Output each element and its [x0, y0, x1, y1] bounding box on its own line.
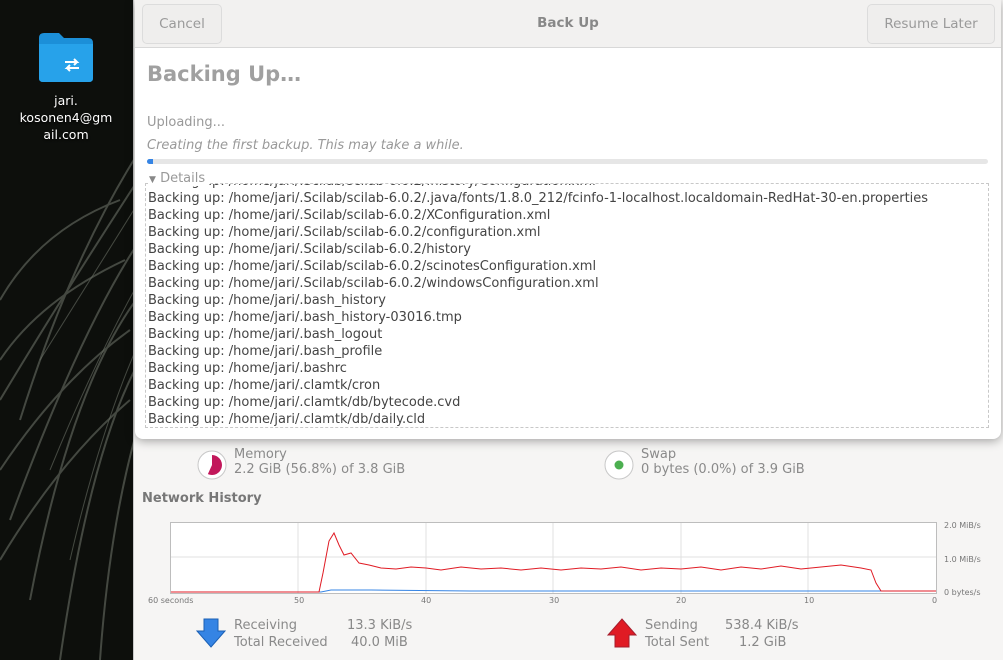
- desktop-icon-label: jari. kosonen4@gm ail.com: [16, 92, 116, 143]
- backup-progress-bar: [147, 159, 988, 164]
- backup-dialog: Cancel Back Up Resume Later Backing Up… …: [135, 0, 1001, 439]
- receiving-values: 13.3 KiB/s 40.0 MiB: [347, 617, 412, 651]
- log-entry: Backing up: /home/jari/.clamtk/db/byteco…: [148, 395, 461, 410]
- swap-readout: Swap 0 bytes (0.0%) of 3.9 GiB: [641, 447, 805, 477]
- log-entry: Backing up: /home/jari/.Scilab/scilab-6.…: [148, 191, 929, 206]
- total-sent-value: 1.2 GiB: [739, 635, 787, 650]
- total-sent-label: Total Sent: [645, 635, 710, 650]
- x-tick-label: 20: [676, 596, 687, 605]
- dialog-title: Back Up: [537, 15, 599, 31]
- receiving-label: Receiving: [234, 618, 298, 633]
- log-entry: Backing up: /home/jari/.bashrc: [148, 361, 347, 376]
- x-tick-label: 10: [804, 596, 815, 605]
- dialog-headerbar: Cancel Back Up Resume Later: [135, 0, 1001, 48]
- progress-fill: [147, 159, 153, 164]
- send-line: [171, 531, 936, 593]
- icon-label-line: kosonen4@gm: [19, 110, 113, 125]
- log-entry: Backing up: /home/jari/.clamtk/db/daily.…: [148, 412, 426, 427]
- y-tick-label: 2.0 MiB/s: [944, 521, 981, 530]
- swap-pie-icon: [604, 450, 634, 480]
- network-graph-lines: [171, 523, 936, 593]
- sending-value: 538.4 KiB/s: [725, 618, 799, 633]
- x-tick-label: 30: [549, 596, 560, 605]
- swap-value: 0 bytes (0.0%) of 3.9 GiB: [641, 462, 805, 477]
- x-tick-label: 40: [421, 596, 432, 605]
- page-title: Backing Up…: [147, 62, 302, 86]
- x-tick-label: 60 seconds: [148, 596, 194, 605]
- triangle-down-icon: ▼: [149, 175, 156, 185]
- x-tick-label: 50: [294, 596, 305, 605]
- log-entry: Backing up: /home/jari/.Scilab/scilab-6.…: [148, 225, 541, 240]
- receiving-arrow-icon: [196, 618, 226, 648]
- sending-arrow-icon: [607, 618, 637, 648]
- folder-sync-icon: [39, 33, 93, 82]
- network-history-title: Network History: [142, 491, 262, 506]
- y-tick-label: 1.0 MiB/s: [944, 555, 981, 564]
- log-entry: Backing up: /home/jari/.Scilab/scilab-6.…: [148, 242, 471, 257]
- memory-label: Memory: [234, 447, 287, 462]
- memory-pie-icon: [197, 450, 227, 480]
- backup-log-list: Backing up: /home/jari/.Scilab/scilab-6.…: [148, 184, 929, 427]
- log-entry: Backing up: /home/jari/.bash_history: [148, 293, 386, 308]
- backup-log-panel[interactable]: Backing up: /home/jari/.Scilab/scilab-6.…: [145, 183, 989, 428]
- total-received-value: 40.0 MiB: [351, 635, 408, 650]
- sending-values: 538.4 KiB/s 1.2 GiB: [725, 617, 799, 651]
- memory-readout: Memory 2.2 GiB (56.8%) of 3.8 GiB: [234, 447, 405, 477]
- x-tick-label: 0: [932, 596, 938, 605]
- receiving-value: 13.3 KiB/s: [347, 618, 413, 633]
- receiving-readout: Receiving Total Received: [234, 617, 328, 651]
- sending-readout: Sending Total Sent: [645, 617, 709, 651]
- log-entry: Backing up: /home/jari/.Scilab/scilab-6.…: [148, 184, 928, 190]
- total-received-label: Total Received: [234, 635, 328, 650]
- memory-value: 2.2 GiB (56.8%) of 3.8 GiB: [234, 462, 406, 477]
- log-entry: Backing up: /home/jari/.Scilab/scilab-6.…: [148, 259, 597, 274]
- desktop-folder-shortcut[interactable]: jari. kosonen4@gm ail.com: [16, 30, 116, 143]
- cancel-button[interactable]: Cancel: [142, 4, 222, 44]
- subtitle-text: Creating the first backup. This may take…: [147, 138, 464, 153]
- status-text: Uploading...: [147, 115, 226, 130]
- log-entry: Backing up: /home/jari/.Scilab/scilab-6.…: [148, 208, 551, 223]
- details-expander[interactable]: ▼ Details: [149, 171, 210, 186]
- log-entry: Backing up: /home/jari/.Scilab/scilab-6.…: [148, 276, 599, 291]
- log-entry: Backing up: /home/jari/.bash_profile: [148, 344, 383, 359]
- resume-later-button[interactable]: Resume Later: [867, 4, 995, 44]
- log-entry: Backing up: /home/jari/.clamtk/cron: [148, 378, 381, 393]
- sending-label: Sending: [645, 618, 698, 633]
- icon-label-line: ail.com: [43, 127, 89, 142]
- swap-label: Swap: [641, 447, 677, 462]
- y-tick-label: 0 bytes/s: [944, 588, 981, 597]
- details-label: Details: [160, 171, 206, 186]
- network-history-graph: [170, 522, 937, 594]
- log-entry: Backing up: /home/jari/.bash_history-030…: [148, 310, 462, 325]
- icon-label-line: jari.: [54, 93, 78, 108]
- receive-line: [171, 589, 936, 593]
- log-entry: Backing up: /home/jari/.bash_logout: [148, 327, 383, 342]
